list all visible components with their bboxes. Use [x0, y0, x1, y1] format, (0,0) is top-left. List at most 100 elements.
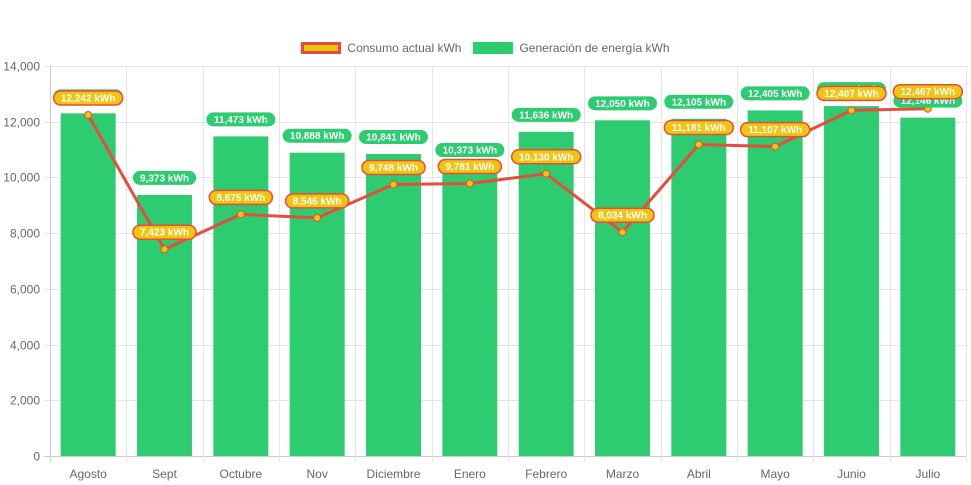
x-tick-label: Julio — [915, 467, 940, 481]
data-label-consumo-bg — [510, 149, 582, 165]
x-tick-label: Enero — [454, 467, 486, 481]
data-label-consumo: 8,034 kWh — [590, 207, 655, 223]
bar-generacion — [671, 118, 727, 457]
data-label-consumo-bg — [52, 90, 124, 106]
y-tick-label: 14,000 — [3, 60, 40, 74]
data-label-generacion: 10,888 kWh — [282, 128, 352, 143]
data-label-generacion-text: 10,841 kWh — [366, 133, 420, 144]
bar-generacion — [595, 120, 650, 457]
data-label-generacion: 9,373 kWh — [132, 170, 197, 185]
data-label-generacion-bg — [740, 86, 810, 101]
x-tick-label: Nov — [306, 467, 327, 481]
y-tick-label: 2,000 — [10, 394, 40, 408]
data-label-generacion: 12,105 kWh — [664, 94, 734, 109]
data-label-consumo: 8,675 kWh — [208, 189, 274, 206]
bar-generacion — [366, 154, 421, 456]
data-label-consumo: 7,423 kWh — [132, 224, 197, 240]
data-label-consumo-text: 8,034 kWh — [598, 211, 647, 222]
data-label-consumo: 12,407 kWh — [816, 85, 887, 102]
point-consumo — [84, 110, 93, 119]
data-label-generacion: 11,636 kWh — [511, 107, 581, 122]
data-label-consumo: 11,181 kWh — [663, 119, 735, 136]
data-label-consumo-text: 12,407 kWh — [824, 89, 878, 100]
x-tick-label: Febrero — [525, 467, 567, 481]
data-label-generacion-bg — [435, 143, 505, 158]
legend-label-consumo: Consumo actual kWh — [347, 41, 462, 55]
x-tick-label: Marzo — [606, 467, 640, 481]
y-tick-label: 12,000 — [3, 116, 40, 130]
data-label-generacion-bg — [359, 130, 428, 145]
data-label-consumo-bg — [892, 83, 964, 100]
line-consumo — [86, 107, 928, 251]
y-tick-label: 8,000 — [10, 227, 40, 241]
bar-generacion — [442, 167, 498, 457]
data-label-consumo: 9,748 kWh — [361, 159, 426, 176]
point-consumo — [236, 210, 245, 219]
data-label-consumo-text: 12,467 kWh — [901, 87, 955, 98]
point-consumo — [618, 228, 627, 237]
data-label-consumo-text: 8,546 kWh — [293, 196, 342, 207]
y-tick-label: 10,000 — [3, 171, 40, 185]
data-label-generacion-bg — [664, 94, 734, 109]
point-consumo — [847, 106, 856, 115]
data-label-generacion: 11,473 kWh — [206, 112, 276, 127]
axis-layer: 0 2,000 4,000 6,000 8,000 10,000 12,000 14,000 A… — [3, 60, 940, 482]
data-label-generacion-text: 11,473 kWh — [214, 115, 268, 126]
x-tick-label: Mayo — [760, 467, 790, 481]
data-label-generacion: 10,373 kWh — [435, 143, 505, 158]
data-label-consumo: 10,130 kWh — [510, 149, 582, 165]
x-tick-label: Agosto — [69, 467, 107, 481]
data-label-consumo-text: 11,107 kWh — [748, 125, 802, 136]
data-label-consumo-bg — [437, 158, 503, 175]
x-tick-label: Abril — [687, 467, 711, 481]
data-label-consumo-bg — [284, 193, 350, 209]
bar-layer — [60, 106, 956, 457]
data-label-consumo: 11,107 kWh — [739, 121, 811, 138]
data-label-consumo-bg — [663, 119, 735, 136]
data-label-generacion-text: 10,373 kWh — [443, 146, 497, 157]
data-label-consumo-bg — [132, 224, 197, 240]
legend-item-generacion[interactable]: Generación de energía kWh — [473, 41, 670, 55]
data-label-generacion-text: 12,405 kWh — [748, 89, 802, 100]
legend-item-consumo[interactable]: Consumo actual kWh — [301, 41, 461, 55]
x-tick-label: Octubre — [219, 467, 262, 481]
data-label-consumo-text: 10,130 kWh — [519, 152, 573, 163]
data-label-consumo-text: 11,181 kWh — [672, 123, 726, 134]
y-tick-label: 6,000 — [10, 283, 40, 297]
data-label-consumo: 12,467 kWh — [892, 83, 964, 100]
bar-generacion — [747, 110, 803, 457]
data-label-consumo: 8,546 kWh — [284, 193, 350, 209]
x-tick-label: Junio — [837, 467, 866, 481]
x-tick-label: Diciembre — [366, 467, 420, 481]
data-label-generacion-text: 12,105 kWh — [672, 97, 726, 108]
data-label-generacion: 12,050 kWh — [588, 96, 657, 111]
data-label-consumo-text: 8,675 kWh — [216, 193, 265, 204]
point-consumo — [313, 213, 322, 222]
bar-generacion — [213, 136, 269, 456]
y-tick-label: 4,000 — [10, 339, 40, 353]
data-label-consumo-bg — [208, 189, 274, 206]
data-label-generacion-bg — [588, 96, 657, 111]
legend-label-generacion: Generación de energía kWh — [519, 41, 670, 55]
point-consumo — [160, 245, 169, 254]
data-label-generacion: 12,405 kWh — [740, 86, 810, 101]
point-consumo — [694, 140, 703, 149]
x-tick-label: Sept — [152, 467, 177, 481]
data-label-generacion-text: 9,373 kWh — [140, 173, 189, 184]
point-consumo — [542, 169, 551, 178]
bar-generacion — [900, 117, 956, 456]
data-label-consumo-text: 7,423 kWh — [140, 228, 189, 239]
data-label-consumo: 12,242 kWh — [52, 90, 124, 106]
data-label-generacion-bg — [206, 112, 276, 127]
point-consumo — [389, 180, 398, 189]
bar-generacion — [60, 113, 116, 456]
data-label-consumo-text: 12,242 kWh — [61, 93, 115, 104]
data-label-consumo-bg — [361, 159, 426, 176]
data-label-consumo-bg — [739, 121, 811, 138]
data-label-consumo-bg — [816, 85, 887, 102]
legend-swatch-consumo — [301, 42, 342, 54]
point-consumo — [465, 179, 474, 188]
